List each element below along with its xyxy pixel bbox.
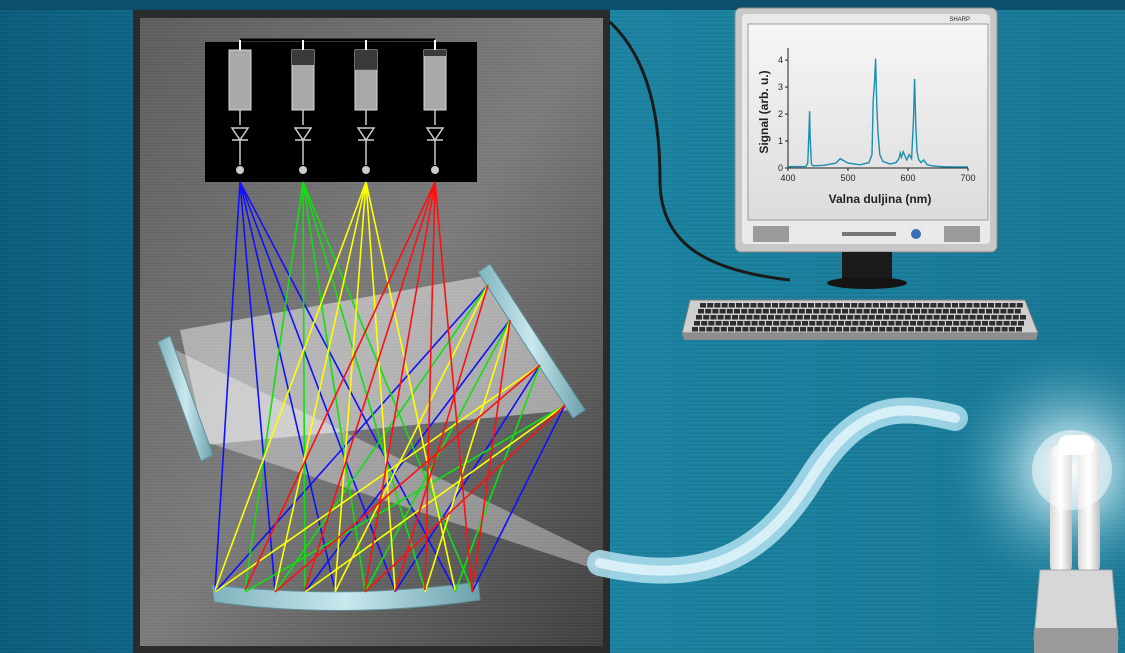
- monitor: SHARP: [734, 7, 998, 289]
- ray-segment: [364, 181, 436, 591]
- data-cable: [608, 20, 791, 282]
- ray-segment: [302, 181, 473, 591]
- fiber-optic-cable: [587, 397, 968, 584]
- ray-segment: [214, 181, 241, 591]
- power-button[interactable]: [911, 229, 921, 239]
- ray-segment: [304, 404, 566, 593]
- ray-segment: [334, 181, 367, 591]
- collimating-mirror: [157, 335, 214, 462]
- ray-segment: [304, 319, 511, 593]
- ray-segment: [424, 181, 436, 591]
- ray-segment: [434, 181, 473, 591]
- ray-segment: [424, 319, 511, 593]
- keyboard: [681, 299, 1039, 340]
- ray-segment: [365, 181, 396, 591]
- fluorescent-lamp: [942, 340, 1125, 653]
- ray-segment: [214, 364, 541, 593]
- y-tick-label: 2: [778, 109, 783, 119]
- ray-segment: [239, 181, 336, 591]
- ray-segment: [334, 284, 489, 593]
- ray-segment: [304, 181, 436, 591]
- detector-2: [291, 40, 315, 174]
- monitor-brand: SHARP: [949, 17, 970, 23]
- x-tick-label: 500: [840, 173, 855, 183]
- x-tick-label: 600: [900, 173, 915, 183]
- detector-3: [354, 40, 378, 174]
- dispersed-rays: [214, 181, 566, 593]
- chart-xlabel: Valna duljina (nm): [829, 192, 932, 206]
- ray-segment: [244, 181, 436, 591]
- detector-array: [205, 38, 477, 182]
- chart-ylabel: Signal (arb. u.): [757, 70, 771, 153]
- ray-segment: [239, 181, 456, 591]
- y-tick-label: 3: [778, 82, 783, 92]
- ray-segment: [394, 364, 541, 593]
- y-tick-label: 1: [778, 136, 783, 146]
- ray-segment: [364, 319, 511, 593]
- ray-segment: [364, 404, 566, 593]
- ray-segment: [302, 181, 426, 591]
- ray-segment: [239, 181, 276, 591]
- detector-1: [228, 40, 252, 174]
- spectrum-series: [787, 58, 968, 168]
- ray-segment: [274, 181, 367, 591]
- y-tick-label: 0: [778, 163, 783, 173]
- ray-segment: [471, 319, 511, 593]
- ray-segment: [244, 181, 304, 591]
- ray-segment: [302, 181, 306, 591]
- detector-4: [423, 40, 447, 174]
- light-beam: [165, 345, 600, 570]
- diffraction-grating: [477, 263, 586, 419]
- ray-segment: [274, 284, 489, 593]
- ray-segment: [471, 404, 566, 593]
- y-tick-label: 4: [778, 55, 783, 65]
- ray-segment: [214, 284, 489, 593]
- focusing-mirror: [211, 581, 481, 612]
- x-tick-label: 700: [960, 173, 975, 183]
- spectrum-chart: Signal (arb. u.) Valna duljina (nm) 400 5…: [757, 48, 976, 206]
- x-tick-label: 400: [780, 173, 795, 183]
- monitor-screen: [747, 23, 989, 221]
- ray-segment: [302, 181, 366, 591]
- ray-segment: [274, 364, 541, 593]
- ray-segment: [214, 181, 367, 591]
- ray-segment: [244, 404, 566, 593]
- ray-segment: [394, 284, 489, 593]
